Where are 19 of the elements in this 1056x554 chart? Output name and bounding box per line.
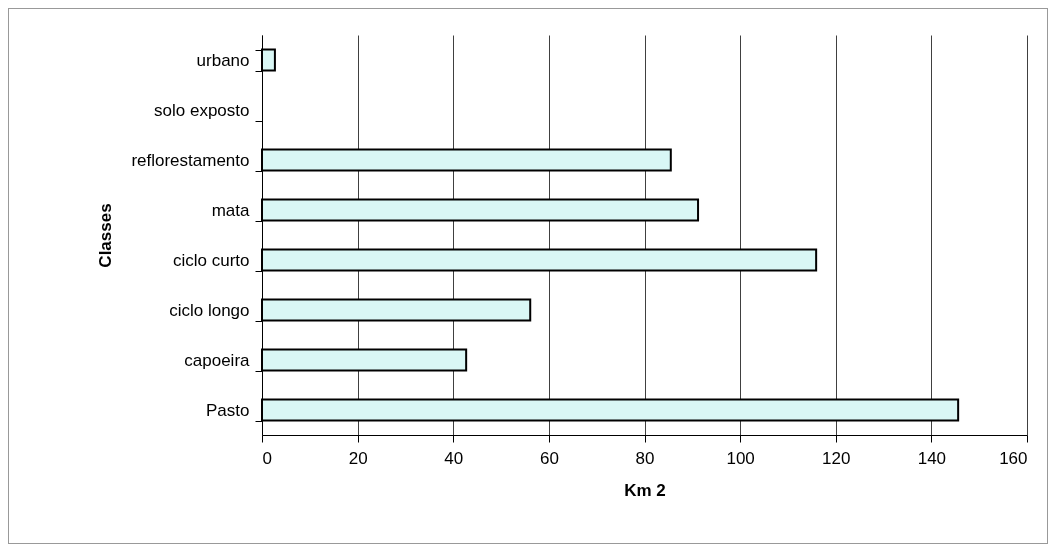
y-tick-label: Pasto bbox=[206, 400, 250, 420]
x-tick-label: 0 bbox=[262, 448, 272, 468]
x-tick-label: 100 bbox=[726, 448, 755, 468]
x-axis-title: Km 2 bbox=[624, 480, 666, 500]
x-tick-label: 80 bbox=[635, 448, 655, 468]
y-tick-label: ciclo longo bbox=[169, 300, 250, 320]
y-tick-label: solo exposto bbox=[154, 100, 250, 120]
y-tick-label: capoeira bbox=[184, 350, 251, 370]
y-tick-label: urbano bbox=[196, 50, 250, 70]
x-tick-label: 20 bbox=[348, 448, 368, 468]
x-tick-label: 40 bbox=[444, 448, 464, 468]
x-tick-label: 160 bbox=[999, 448, 1028, 468]
x-tick-label: 60 bbox=[539, 448, 559, 468]
y-tick-label: mata bbox=[211, 200, 251, 220]
y-axis-title: Classes bbox=[96, 203, 116, 268]
x-tick-label: 120 bbox=[822, 448, 851, 468]
y-tick-label: ciclo curto bbox=[172, 250, 250, 270]
x-tick-label: 140 bbox=[917, 448, 947, 468]
y-tick-label: reflorestamento bbox=[131, 150, 250, 170]
